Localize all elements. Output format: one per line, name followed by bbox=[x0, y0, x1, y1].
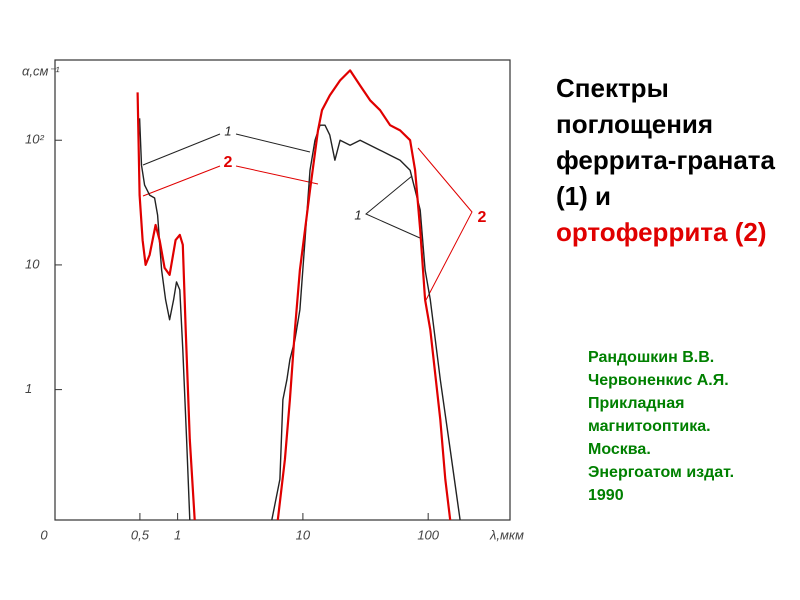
reference-line: Червоненкис А.Я. bbox=[588, 372, 729, 389]
reference-line: 1990 bbox=[588, 487, 624, 504]
y-tick-label: 10 bbox=[25, 256, 40, 271]
leader-line bbox=[142, 133, 221, 166]
leader-line bbox=[417, 147, 473, 301]
series-line bbox=[136, 69, 452, 521]
title-part: Спектры поглощения феррита-граната (1) и bbox=[556, 73, 775, 211]
leader-line bbox=[365, 175, 421, 239]
leader-line bbox=[235, 165, 319, 185]
reference: Рандошкин В.В. Червоненкис А.Я. Прикладная… bbox=[588, 346, 734, 507]
x-tick-label: 10 bbox=[296, 527, 311, 542]
y-tick-label: 10² bbox=[25, 132, 44, 147]
reference-line: Рандошкин В.В. bbox=[588, 349, 715, 366]
leader-line bbox=[235, 133, 311, 153]
x-tick-label: 0,5 bbox=[131, 527, 150, 542]
annotation: 1 bbox=[354, 207, 361, 222]
plot-frame bbox=[54, 59, 511, 521]
reference-line: Москва. bbox=[588, 441, 651, 458]
annotation: 1 bbox=[224, 123, 231, 138]
x-axis-label: λ,мкм bbox=[489, 527, 524, 542]
reference-line: магнитооптика. bbox=[588, 418, 711, 435]
title-part: ортоферрита (2) bbox=[556, 217, 767, 247]
y-axis-label: α,см⁻¹ bbox=[22, 63, 60, 78]
y-tick-label: 1 bbox=[25, 381, 32, 396]
x-tick-label: 100 bbox=[417, 527, 439, 542]
x-tick-label: 1 bbox=[174, 527, 181, 542]
reference-line: Энергоатом издат. bbox=[588, 464, 735, 481]
leader-line bbox=[142, 165, 221, 197]
origin-label: 0 bbox=[40, 527, 48, 542]
annotation: 2 bbox=[224, 154, 233, 171]
chart-title: Спектры поглощения феррита-граната (1) и… bbox=[556, 70, 784, 250]
reference-line: Прикладная bbox=[588, 395, 685, 412]
annotation: 2 bbox=[478, 209, 487, 226]
